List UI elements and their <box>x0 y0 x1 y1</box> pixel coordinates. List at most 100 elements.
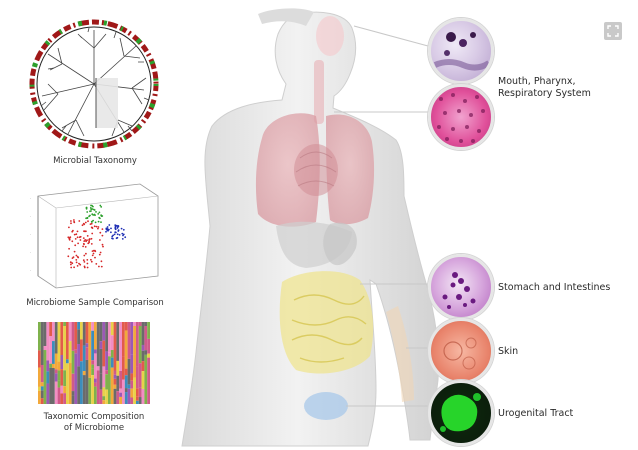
composition-bar-segment <box>116 385 120 392</box>
scatter-point <box>99 231 102 234</box>
scatter-caption: Microbiome Sample Comparison <box>26 298 164 308</box>
composition-bar-segment <box>147 353 150 358</box>
fullscreen-button[interactable] <box>604 22 622 40</box>
scatter-point <box>78 220 81 222</box>
site-label-urogenital: Urogenital Tract <box>498 408 574 419</box>
composition-bar-segment <box>40 364 44 383</box>
composition-bar-segment <box>74 322 78 350</box>
scatter-point <box>92 219 94 222</box>
composition-bar-segment <box>124 322 128 331</box>
composition-bar-segment <box>60 369 64 386</box>
composition-bar-segment <box>85 359 89 404</box>
scatter-point <box>71 262 74 265</box>
scatter-point <box>90 260 93 263</box>
scatter-point <box>92 249 95 252</box>
scatter-point <box>95 225 98 228</box>
composition-bar-segment <box>40 390 44 399</box>
scatter-point <box>100 265 103 268</box>
scatter-point <box>89 214 91 217</box>
composition-bar-segment <box>94 386 97 404</box>
composition-bar-segment <box>130 380 134 389</box>
composition-bar-segment <box>138 326 142 364</box>
scatter-point <box>116 233 119 236</box>
scatter-point <box>70 220 72 222</box>
composition-bar-segment <box>105 351 108 371</box>
scatter-point <box>101 234 104 237</box>
composition-bar-segment <box>94 378 97 383</box>
scatter-point <box>68 237 71 240</box>
composition-bar-segment <box>113 384 117 389</box>
scatter-point <box>83 240 86 242</box>
scatter-point <box>73 233 76 236</box>
composition-bar-segment <box>102 400 106 404</box>
scatter-point <box>98 265 100 268</box>
composition-bar-segment <box>102 366 106 388</box>
composition-bar-segment <box>147 338 150 354</box>
scatter-point <box>122 228 125 231</box>
composition-bar-segment <box>147 357 150 404</box>
composition-bar-segment <box>141 344 145 351</box>
composition-bar-segment <box>40 382 44 387</box>
hair <box>258 8 314 26</box>
composition-bar-segment <box>147 322 150 339</box>
scatter-point <box>79 239 82 241</box>
composition-bar-segment <box>54 353 58 370</box>
composition-bar-segment <box>136 322 139 367</box>
composition-bar-segment <box>108 356 111 404</box>
site-label-mouth-line2: Respiratory System <box>498 88 591 99</box>
scatter-point <box>78 236 81 239</box>
composition-bar-segment <box>54 373 58 382</box>
composition-bar-segment <box>71 395 75 404</box>
composition-bar-segment <box>96 366 100 371</box>
composition-bar-segment <box>60 385 64 394</box>
scatter-point <box>74 244 77 247</box>
scatter-point <box>69 261 72 264</box>
composition-bar-segment <box>71 322 75 326</box>
scatter-point <box>91 232 94 235</box>
composition-bar-segment <box>133 354 136 378</box>
scatter-point <box>68 226 70 229</box>
scatter-point <box>70 222 72 225</box>
scatter-point <box>114 227 117 230</box>
composition-bar-segment <box>74 349 78 354</box>
composition-bar-segment <box>99 341 103 349</box>
scatter-point <box>97 226 100 228</box>
scatter-point <box>87 220 89 223</box>
composition-bar-segment <box>94 322 97 350</box>
scatter-point <box>82 222 85 225</box>
composition-bar-segment <box>144 354 148 404</box>
composition-bar-segment <box>88 353 92 378</box>
composition-bar-segment <box>46 383 50 404</box>
composition-bar-segment <box>71 391 75 396</box>
composition-bar-segment <box>110 335 114 351</box>
composition-bar-segment <box>85 322 89 344</box>
scatter-point <box>84 221 87 224</box>
composition-bar-segment <box>122 379 125 404</box>
composition-bar-segment <box>99 373 103 390</box>
composition-bar-segment <box>99 322 103 342</box>
composition-bar-segment <box>130 397 134 404</box>
scatter-point <box>106 226 109 228</box>
composition-bar-segment <box>105 370 108 375</box>
composition-bar-segment <box>130 322 134 355</box>
scatter-point <box>86 266 89 269</box>
scatter-point <box>75 261 78 264</box>
composition-bar-segment <box>85 347 89 360</box>
scatter-point <box>86 235 89 237</box>
composition-bar-segment <box>71 373 75 392</box>
scatter-point <box>95 211 97 213</box>
scatter-point <box>98 253 101 256</box>
composition-bar-segment <box>113 378 117 385</box>
scatter-point <box>97 213 100 215</box>
scatter-point <box>83 261 86 263</box>
composition-bar-segment <box>116 360 120 376</box>
composition-bar-segment <box>116 375 120 386</box>
composition-bar-segment <box>57 322 61 362</box>
scatter-point <box>97 220 100 223</box>
scatter-point <box>76 255 79 258</box>
composition-bar-segment <box>38 390 41 404</box>
scatter-point <box>85 252 87 255</box>
scatter-point <box>102 245 104 248</box>
composition-bar-segment <box>57 387 61 404</box>
